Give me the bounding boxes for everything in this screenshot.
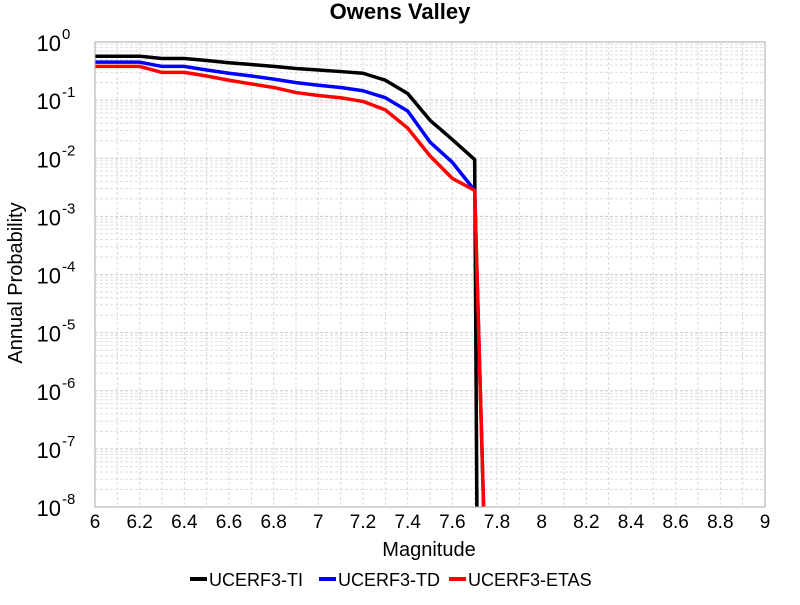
plot-frame — [94, 41, 766, 508]
y-tick-exponent: 0 — [62, 26, 70, 43]
y-tick-exponent: -2 — [62, 142, 75, 159]
y-tick-label: 10 -7 — [37, 433, 76, 463]
y-tick-exponent: -6 — [62, 375, 75, 392]
y-tick-exponent: -4 — [62, 259, 75, 276]
y-tick-base: 10 — [37, 322, 61, 347]
x-tick-label: 6.6 — [216, 512, 242, 533]
y-tick-base: 10 — [37, 438, 61, 463]
y-tick-base: 10 — [37, 264, 61, 289]
x-tick-label: 7.2 — [350, 512, 376, 533]
chart-title: Owens Valley — [330, 0, 471, 24]
series-line-2 — [95, 64, 486, 507]
y-tick-label: 10 -4 — [37, 259, 76, 289]
legend-label: UCERF3-TD — [338, 570, 440, 590]
legend-item: UCERF3-TI — [190, 570, 303, 590]
x-tick-label: 7.8 — [484, 512, 510, 533]
legend-item: UCERF3-TD — [319, 570, 440, 590]
y-tick-label: 10 0 — [37, 26, 71, 56]
y-tick-base: 10 — [37, 31, 61, 56]
x-tick-labels: 6 6.2 6.4 6.6 6.8 7 7.2 7.4 7.6 7.8 8 8.2 8.4 8.6 8.8 9 — [90, 512, 771, 533]
legend: UCERF3-TI UCERF3-TD UCERF3-ETAS — [190, 570, 592, 590]
x-tick-label: 9 — [760, 512, 771, 533]
y-axis-label: Annual Probability — [5, 202, 27, 363]
y-tick-exponent: -1 — [62, 84, 75, 101]
y-tick-base: 10 — [37, 496, 61, 521]
x-tick-label: 7.4 — [394, 512, 421, 533]
x-tick-label: 6 — [90, 512, 101, 533]
x-tick-label: 7.6 — [439, 512, 465, 533]
grid-layer — [94, 42, 766, 508]
x-tick-label: 6.2 — [126, 512, 152, 533]
series-layer — [95, 54, 486, 507]
x-tick-label: 8.2 — [573, 512, 599, 533]
y-tick-base: 10 — [37, 380, 61, 405]
x-tick-label: 8.4 — [618, 512, 645, 533]
y-tick-label: 10 -6 — [37, 375, 76, 405]
x-axis-label: Magnitude — [382, 539, 475, 561]
y-tick-base: 10 — [37, 205, 61, 230]
y-tick-exponent: -8 — [62, 491, 75, 508]
legend-label: UCERF3-TI — [209, 570, 303, 590]
y-tick-label: 10 -3 — [37, 200, 76, 230]
y-tick-base: 10 — [37, 89, 61, 114]
series-line-1 — [95, 60, 486, 507]
series-line-0 — [95, 54, 479, 507]
y-tick-label: 10 -5 — [37, 317, 76, 347]
y-tick-exponent: -3 — [62, 200, 75, 217]
x-tick-label: 6.8 — [260, 512, 286, 533]
x-tick-label: 8.6 — [662, 512, 688, 533]
x-tick-label: 6.4 — [171, 512, 198, 533]
legend-label: UCERF3-ETAS — [468, 570, 592, 590]
y-tick-label: 10 -8 — [37, 491, 76, 521]
y-tick-label: 10 -1 — [37, 84, 76, 114]
y-tick-label: 10 -2 — [37, 142, 76, 172]
x-tick-label: 7 — [313, 512, 324, 533]
x-tick-label: 8 — [536, 512, 547, 533]
legend-item: UCERF3-ETAS — [449, 570, 592, 590]
x-tick-label: 8.8 — [707, 512, 733, 533]
y-tick-base: 10 — [37, 147, 61, 172]
y-tick-exponent: -5 — [62, 317, 75, 334]
y-tick-exponent: -7 — [62, 433, 75, 450]
